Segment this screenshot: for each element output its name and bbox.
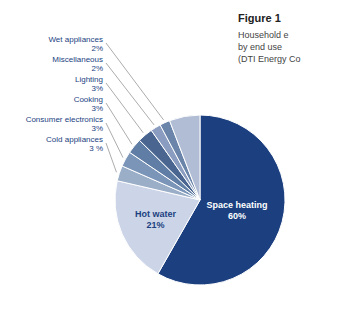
subtitle-line: by end use bbox=[238, 42, 282, 52]
pie bbox=[115, 115, 285, 285]
slice-value-label: 60% bbox=[228, 211, 246, 221]
slice-label: Miscellaneous bbox=[52, 55, 103, 64]
slice-label: Space heating bbox=[206, 200, 267, 210]
slice-label: Cooking bbox=[74, 95, 103, 104]
subtitle: Household e by end use (DTI Energy Co bbox=[238, 30, 301, 64]
leader-line bbox=[106, 43, 164, 120]
leader-line bbox=[106, 83, 143, 133]
data-labels: Space heating60% Hot water21% Wet applianc… bbox=[26, 35, 268, 230]
slice-value-label: 3% bbox=[91, 104, 103, 113]
slice-value-label: 3% bbox=[91, 84, 103, 93]
slice-label: Lighting bbox=[75, 75, 103, 84]
slice-value-label: 2% bbox=[91, 44, 103, 53]
slice-value-label: 2% bbox=[91, 64, 103, 73]
slice-label: Cold appliances bbox=[46, 135, 103, 144]
chart-container: Figure 1 Household e by end use (DTI Energy… bbox=[0, 0, 340, 313]
slice-value-label: 3 % bbox=[89, 144, 103, 153]
leader-line bbox=[106, 123, 123, 158]
pie-slice bbox=[170, 115, 200, 200]
title: Figure 1 bbox=[238, 12, 281, 24]
slice-value-label: 21% bbox=[147, 220, 165, 230]
slice-value-label: 3% bbox=[91, 124, 103, 133]
subtitle-line: (DTI Energy Co bbox=[238, 54, 301, 64]
chart-svg: Figure 1 Household e by end use (DTI Energy… bbox=[0, 0, 340, 313]
slice-label: Wet appliances bbox=[48, 35, 103, 44]
subtitle-line: Household e bbox=[238, 30, 289, 40]
leader-line bbox=[106, 103, 132, 144]
slice-label: Consumer electronics bbox=[26, 115, 103, 124]
leader-line bbox=[106, 143, 116, 172]
slice-label: Hot water bbox=[135, 209, 177, 219]
